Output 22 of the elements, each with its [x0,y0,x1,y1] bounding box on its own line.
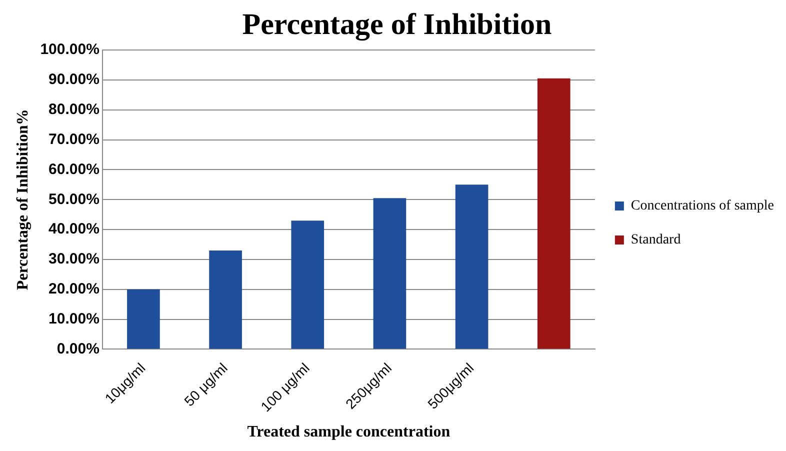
legend-label: Concentrations of sample [630,198,774,214]
legend-label: Standard [630,232,681,248]
bar [127,289,160,349]
x-axis-title: Treated sample concentration [247,424,450,441]
y-tick-label: 50.00% [48,190,100,208]
bar [537,78,570,349]
bar [455,184,488,349]
y-tick-label: 0.00% [56,340,100,358]
y-tick-label: 30.00% [48,250,100,268]
y-tick-label: 10.00% [48,310,100,328]
y-tick-label: 60.00% [48,160,100,178]
bar [373,198,406,349]
y-tick-label: 80.00% [48,100,100,118]
chart-title: Percentage of Inhibition [242,8,552,41]
bar [209,250,242,349]
y-tick-label: 40.00% [48,220,100,238]
y-tick-label: 70.00% [48,130,100,148]
y-tick-label: 100.00% [40,41,100,58]
bar [291,220,324,349]
y-tick-label: 90.00% [48,71,100,88]
y-axis-title: Percentage of Inhibition% [14,109,32,290]
y-tick-label: 20.00% [48,280,100,298]
